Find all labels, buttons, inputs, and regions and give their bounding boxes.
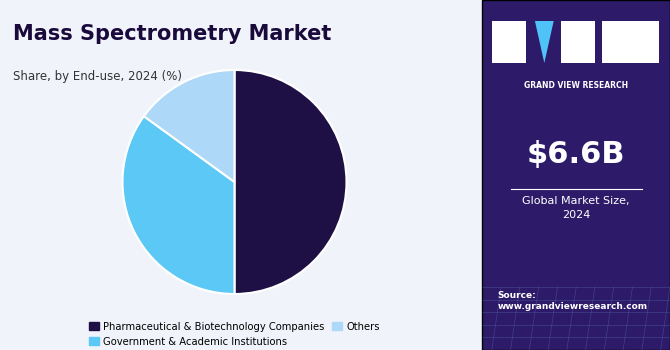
Text: Share, by End-use, 2024 (%): Share, by End-use, 2024 (%)	[13, 70, 182, 83]
Bar	[561, 21, 595, 63]
Wedge shape	[234, 70, 346, 294]
Legend: Pharmaceutical & Biotechnology Companies, Government & Academic Institutions, Ot: Pharmaceutical & Biotechnology Companies…	[85, 317, 384, 350]
Polygon shape	[535, 21, 553, 63]
Bar	[602, 21, 659, 63]
Wedge shape	[123, 116, 234, 294]
Text: Mass Spectrometry Market: Mass Spectrometry Market	[13, 25, 332, 44]
Text: Source:
www.grandviewresearch.com: Source: www.grandviewresearch.com	[497, 290, 647, 311]
Wedge shape	[144, 70, 234, 182]
Text: $6.6B: $6.6B	[527, 140, 626, 169]
Bar	[492, 21, 525, 63]
Text: GRAND VIEW RESEARCH: GRAND VIEW RESEARCH	[524, 80, 628, 90]
Text: Global Market Size,
2024: Global Market Size, 2024	[523, 196, 630, 220]
FancyBboxPatch shape	[482, 0, 670, 350]
